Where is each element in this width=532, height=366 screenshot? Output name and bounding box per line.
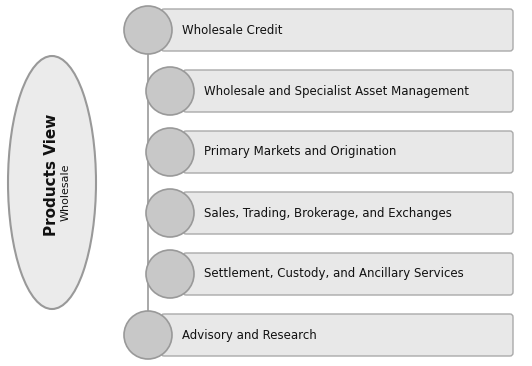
FancyBboxPatch shape — [161, 314, 513, 356]
Circle shape — [146, 128, 194, 176]
Ellipse shape — [8, 56, 96, 309]
Circle shape — [146, 250, 194, 298]
FancyBboxPatch shape — [161, 9, 513, 51]
Circle shape — [124, 311, 172, 359]
Circle shape — [124, 6, 172, 54]
Circle shape — [146, 189, 194, 237]
Circle shape — [146, 67, 194, 115]
Text: Wholesale: Wholesale — [61, 164, 71, 221]
Text: Wholesale and Specialist Asset Management: Wholesale and Specialist Asset Managemen… — [204, 85, 469, 97]
FancyBboxPatch shape — [183, 131, 513, 173]
Text: Settlement, Custody, and Ancillary Services: Settlement, Custody, and Ancillary Servi… — [204, 268, 464, 280]
FancyBboxPatch shape — [183, 253, 513, 295]
Text: Advisory and Research: Advisory and Research — [182, 329, 317, 341]
FancyBboxPatch shape — [183, 192, 513, 234]
Text: Sales, Trading, Brokerage, and Exchanges: Sales, Trading, Brokerage, and Exchanges — [204, 206, 452, 220]
Text: Products View: Products View — [45, 113, 60, 236]
FancyBboxPatch shape — [183, 70, 513, 112]
Text: Wholesale Credit: Wholesale Credit — [182, 23, 282, 37]
Text: Primary Markets and Origination: Primary Markets and Origination — [204, 146, 396, 158]
